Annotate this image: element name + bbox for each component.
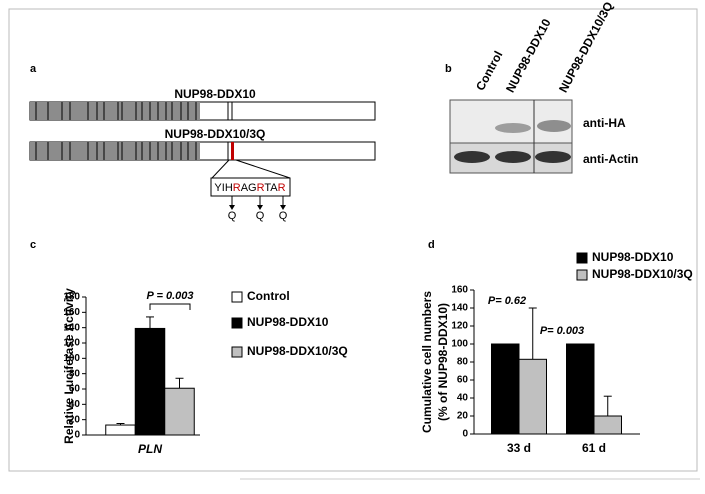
callout-line [211, 159, 230, 179]
legend-label: Control [247, 289, 290, 303]
residue: R [278, 182, 286, 194]
construct-maps [29, 101, 376, 161]
legend-label: NUP98-DDX10 [592, 250, 674, 264]
residue: TA [264, 182, 278, 194]
mutation-site [231, 142, 234, 160]
blot-label: anti-HA [583, 116, 626, 130]
bar [164, 387, 195, 436]
y-tick-label: 160 [63, 307, 80, 318]
bar [566, 343, 595, 435]
panel-label: a [30, 63, 37, 75]
frame [8, 8, 698, 472]
arrow-head [280, 205, 286, 210]
legend-swatch [576, 252, 588, 264]
error-bar [603, 395, 612, 416]
y-tick-label: 20 [457, 411, 469, 422]
panel-label: c [30, 239, 36, 251]
arrow-head [257, 205, 263, 210]
band [454, 151, 490, 163]
y-tick-label: 140 [451, 303, 468, 314]
mutation-label: Q [228, 210, 237, 222]
y-tick-label: 100 [451, 339, 468, 350]
mutation-label: Q [256, 210, 265, 222]
arrow-head [229, 205, 235, 210]
y-axis-label: Cumulative cell numbers [420, 291, 434, 433]
y-tick-label: 60 [69, 384, 81, 395]
y-tick-label: 140 [63, 322, 80, 333]
residue: YIH [214, 182, 232, 194]
legend-label: NUP98-DDX10/3Q [247, 344, 348, 358]
legend-swatch [576, 269, 588, 281]
bar [593, 415, 622, 435]
y-tick-label: 40 [69, 399, 81, 410]
y-tick-label: 0 [74, 430, 80, 441]
band [535, 151, 571, 163]
y-tick-label: 80 [69, 368, 81, 379]
legend-swatch [231, 291, 243, 303]
lane-label: Control [473, 49, 505, 93]
legend-swatch [231, 346, 243, 358]
legend-label: NUP98-DDX10/3Q [592, 267, 693, 281]
bar [518, 358, 547, 435]
y-tick-label: 100 [63, 353, 80, 364]
bar [491, 343, 520, 435]
band [495, 123, 531, 133]
mutation-label: Q [279, 210, 288, 222]
nup98-region [30, 102, 200, 120]
band [537, 120, 571, 132]
error-bar [528, 307, 537, 360]
western-blot [449, 99, 573, 174]
error-bar [175, 377, 184, 389]
error-bar [116, 423, 125, 426]
construct-label: NUP98-DDX10/3Q [165, 127, 266, 141]
construct-label: NUP98-DDX10 [174, 87, 256, 101]
significance-bracket [149, 303, 191, 310]
y-tick-label: 60 [457, 375, 469, 386]
y-tick-label: 120 [63, 338, 80, 349]
residue: R [233, 182, 241, 194]
y-tick-label: 80 [457, 357, 469, 368]
nup98-region [30, 142, 200, 160]
sequence: YIHRAGRTAR [214, 182, 285, 194]
y-tick-label: 40 [457, 393, 469, 404]
annotation: P= 0.62 [488, 295, 526, 307]
y-tick-label: 120 [451, 321, 468, 332]
bar [134, 327, 166, 436]
annotation: P= 0.003 [540, 325, 584, 337]
legend-label: NUP98-DDX10 [247, 315, 329, 329]
residue: AG [241, 182, 257, 194]
bar [105, 424, 136, 436]
legend-swatch [231, 317, 243, 329]
band [495, 151, 531, 163]
lane-label: NUP98-DDX10 [503, 16, 554, 95]
y-tick-label: 20 [69, 414, 81, 425]
x-tick-label: 33 d [507, 441, 531, 455]
y-axis-label: Relative Luciferase Activity [62, 288, 76, 444]
y-tick-label: 0 [462, 429, 468, 440]
panel-label: b [445, 63, 452, 75]
x-tick-label: PLN [138, 442, 162, 456]
annotation: P = 0.003 [147, 290, 194, 302]
x-tick-label: 61 d [582, 441, 606, 455]
lane-label: NUP98-DDX10/3Q [556, 0, 616, 95]
y-tick-label: 160 [451, 285, 468, 296]
callout-line [235, 159, 291, 179]
blot-label: anti-Actin [583, 152, 638, 166]
residue: R [257, 182, 265, 194]
y-axis-label: (% of NUP98-DDX10) [436, 303, 450, 421]
sequence-box [210, 177, 291, 197]
y-tick-label: 180 [63, 292, 80, 303]
panel-label: d [428, 239, 435, 251]
error-bar [146, 316, 154, 329]
